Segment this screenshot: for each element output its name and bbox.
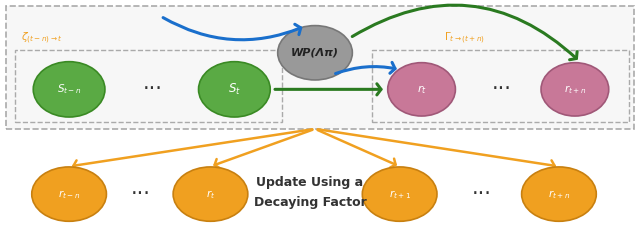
Text: $r_{t-n}$: $r_{t-n}$ xyxy=(58,188,80,201)
Ellipse shape xyxy=(198,62,270,117)
Text: ···: ··· xyxy=(492,79,511,99)
Ellipse shape xyxy=(278,26,353,80)
Ellipse shape xyxy=(388,63,456,116)
Text: ···: ··· xyxy=(471,184,492,204)
Text: $r_{t+n}$: $r_{t+n}$ xyxy=(548,188,570,201)
Text: $\Gamma_{t \to (t+n)}$: $\Gamma_{t \to (t+n)}$ xyxy=(444,30,486,46)
Text: $\zeta_{(t-n) \to t}$: $\zeta_{(t-n) \to t}$ xyxy=(21,30,63,46)
FancyBboxPatch shape xyxy=(6,6,634,129)
Text: ···: ··· xyxy=(131,184,150,204)
Text: Update Using a: Update Using a xyxy=(257,176,364,189)
Text: $r_t$: $r_t$ xyxy=(417,83,426,96)
Text: $r_{t+n}$: $r_{t+n}$ xyxy=(564,83,586,96)
Text: $S_t$: $S_t$ xyxy=(228,82,241,97)
Text: WP(Λπ): WP(Λπ) xyxy=(291,48,339,58)
Ellipse shape xyxy=(522,167,596,221)
Text: $S_{t-n}$: $S_{t-n}$ xyxy=(57,82,81,96)
Ellipse shape xyxy=(32,167,106,221)
Ellipse shape xyxy=(541,63,609,116)
Text: $r_t$: $r_t$ xyxy=(206,188,215,201)
Ellipse shape xyxy=(173,167,248,221)
Text: $r_{t+1}$: $r_{t+1}$ xyxy=(388,188,411,201)
Text: Decaying Factor: Decaying Factor xyxy=(253,196,367,209)
Ellipse shape xyxy=(362,167,437,221)
Text: ···: ··· xyxy=(143,79,163,99)
Ellipse shape xyxy=(33,62,105,117)
